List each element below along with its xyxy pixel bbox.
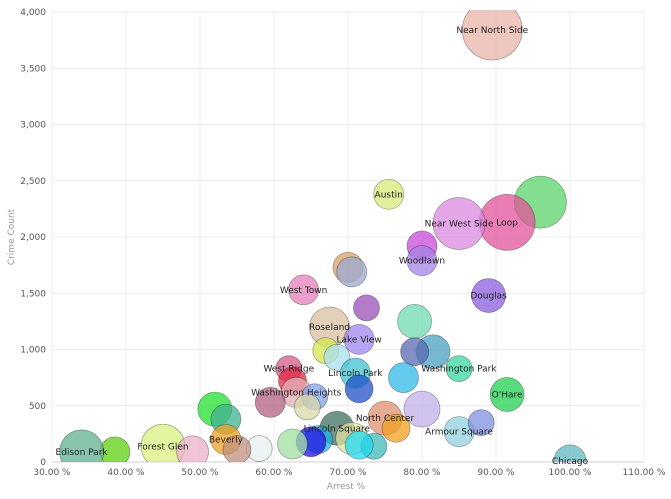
y-tick-label: 1,500 [20,289,46,299]
bubble-point[interactable] [471,278,507,313]
bubble-point[interactable] [59,429,104,474]
bubble-label: Near West Side [425,220,494,230]
bubble-label: Loop [496,218,518,228]
bubble-label: Washington Park [421,365,497,375]
y-tick-label: 500 [29,402,46,412]
bubble-label: O'Hare [492,391,523,401]
bubble-point[interactable] [432,197,486,250]
x-tick-label: 110.00 % [623,468,666,478]
x-tick-label: 90.00 % [477,468,515,478]
x-tick-label: 70.00 % [329,468,367,478]
x-tick-label: 80.00 % [403,468,441,478]
bubble-point[interactable] [373,178,405,210]
bubble-label: Beverly [209,436,244,446]
bubble-label: Lincoln Park [328,369,383,379]
bubble-label: West Ridge [263,365,314,375]
bubble-label: Armour Square [425,428,493,438]
bubble-label: Forest Glen [137,442,188,452]
x-axis-title: Arrest % [327,482,366,492]
bubble-point[interactable] [381,413,411,443]
bubble-label: Lake View [337,335,382,345]
bubble-point[interactable] [388,362,419,394]
bubble-point[interactable] [344,374,374,404]
bubble-label: Woodlawn [399,257,445,267]
y-tick-label: 2,000 [20,233,46,243]
gridlines [51,11,645,463]
bubble-label: North Center [356,414,415,424]
bubble-point[interactable] [403,390,441,428]
bubble-label: Washington Heights [251,388,342,398]
bubbles [59,0,587,477]
bubble-point[interactable] [293,393,321,421]
bubble-point[interactable] [277,428,308,460]
bubble-point[interactable] [288,274,320,306]
bubble-label: Austin [375,190,403,200]
x-tick-label: 60.00 % [255,468,293,478]
y-tick-label: 3,000 [20,121,46,131]
bubble-point[interactable] [222,435,252,464]
y-tick-label: 1,000 [20,346,46,356]
bubble-point[interactable] [323,343,351,371]
y-tick-label: 3,500 [20,64,46,74]
bubble-label: Near North Side [456,26,528,36]
y-tick-label: 2,500 [20,177,46,187]
bubble-point[interactable] [406,245,438,277]
bubble-label: Edison Park [56,448,109,458]
bubble-point[interactable] [397,303,433,339]
bubble-point[interactable] [553,444,587,477]
bubble-label: Douglas [470,292,507,302]
bubble-point[interactable] [461,0,523,61]
y-tick-label: 4,000 [20,8,46,18]
bubble-point[interactable] [400,337,430,367]
x-tick-label: 40.00 % [107,468,145,478]
bubble-label: West Town [280,286,328,296]
bubble-label: Roseland [309,323,350,333]
bubble-point[interactable] [445,355,473,383]
bubble-point[interactable] [344,430,374,460]
bubble-point[interactable] [254,386,286,418]
bubble-point[interactable] [467,409,495,437]
x-tick-label: 50.00 % [181,468,219,478]
bubble-point[interactable] [353,294,380,322]
bubble-label: Lincoln Square [304,424,371,434]
y-tick-label: 0 [40,458,46,468]
x-tick-label: 100.00 % [549,468,592,478]
bubble-point[interactable] [489,377,525,412]
y-axis-title: Crime Count [7,208,17,265]
bubble-point[interactable] [336,256,368,288]
bubble-point[interactable] [176,435,209,468]
bubble-point[interactable] [343,323,375,355]
x-tick-label: 30.00 % [33,468,71,478]
tick-labels: 30.00 % 40.00 % 50.00 % 60.00 % 70.00 % 80.00… [20,8,666,478]
bubble-label: Chicago [552,457,589,467]
